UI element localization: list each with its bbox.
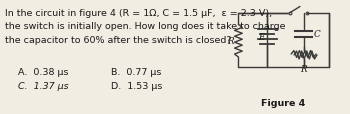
Text: C: C [314, 30, 321, 39]
Text: D.  1.53 μs: D. 1.53 μs [111, 81, 162, 90]
Text: Figure 4: Figure 4 [261, 99, 306, 108]
Text: B.  0.77 μs: B. 0.77 μs [111, 67, 161, 76]
Text: the switch is initially open. How long does it take to charge: the switch is initially open. How long d… [6, 22, 286, 31]
Text: R: R [300, 64, 307, 73]
Text: C.  1.37 μs: C. 1.37 μs [18, 81, 69, 90]
Text: R: R [227, 36, 233, 45]
Text: In the circuit in figure 4 (R = 1Ω, C = 1.5 μF,  ε = 2.3 V),: In the circuit in figure 4 (R = 1Ω, C = … [6, 9, 273, 17]
Text: the capacitor to 60% after the switch is closed?: the capacitor to 60% after the switch is… [6, 36, 232, 45]
Text: E: E [258, 32, 264, 41]
Text: A.  0.38 μs: A. 0.38 μs [18, 67, 69, 76]
